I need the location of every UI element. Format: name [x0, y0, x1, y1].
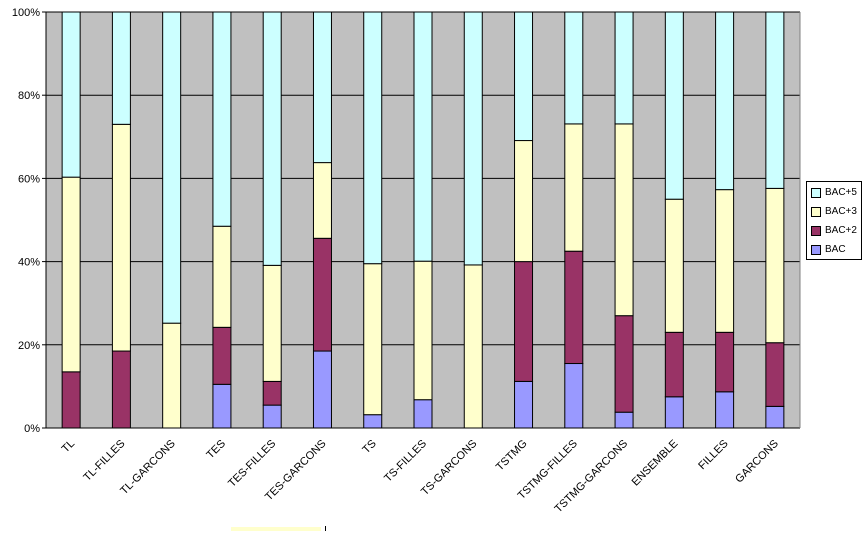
x-tick-label: FILLES — [696, 438, 730, 472]
bar-segment — [312, 11, 332, 164]
bar-segment — [262, 404, 282, 429]
bar-segment — [463, 11, 483, 266]
cropped-strip — [231, 527, 321, 531]
bar-segment — [514, 380, 534, 429]
bar-segment — [111, 11, 131, 125]
legend-label-bac: BAC — [825, 244, 846, 255]
bar-segment — [212, 326, 232, 385]
bar-segment — [212, 225, 232, 328]
legend-swatch-bac3 — [811, 206, 821, 217]
bar-segment — [614, 123, 634, 317]
bar-segment — [463, 264, 483, 429]
bar-segment — [664, 198, 684, 333]
legend-item-bac2: BAC+2 — [811, 223, 857, 238]
legend-label-bac5: BAC+5 — [825, 187, 857, 198]
x-tick-label: GARCONS — [733, 438, 781, 486]
bar-segment — [262, 264, 282, 382]
legend-label-bac3: BAC+3 — [825, 206, 857, 217]
bar-segment — [111, 123, 131, 352]
x-tick-label: TES — [204, 438, 228, 462]
y-tick-label: 40% — [18, 257, 40, 269]
bar-segment — [413, 399, 433, 429]
bar-segment — [564, 123, 584, 252]
bar-segment — [564, 363, 584, 429]
x-tick-label: TS — [360, 438, 378, 456]
legend-item-bac: BAC — [811, 242, 846, 257]
x-tick-label: TL-GARCONS — [118, 438, 177, 497]
x-tick-label: TL-FILLES — [81, 438, 127, 484]
bar-segment — [765, 342, 785, 407]
bar-segment — [765, 11, 785, 189]
legend-label-bac2: BAC+2 — [825, 225, 857, 236]
y-tick-label: 0% — [24, 423, 40, 435]
bar-segment — [162, 322, 182, 429]
bar-segment — [614, 411, 634, 429]
bar-segment — [614, 11, 634, 125]
cropped-tick — [325, 526, 326, 531]
y-tick-label: 60% — [18, 173, 40, 185]
bar-segment — [61, 371, 81, 429]
bar-segment — [614, 315, 634, 413]
bar-segment — [715, 11, 735, 191]
bar-segment — [312, 162, 332, 239]
x-tick-label: TES-FILLES — [226, 438, 278, 490]
bar-segment — [664, 396, 684, 429]
bar-segment — [363, 263, 383, 416]
bar-segment — [61, 176, 81, 373]
bar-segment — [715, 391, 735, 429]
bar-segment — [262, 380, 282, 406]
bar-segment — [765, 405, 785, 429]
bar-segment — [111, 350, 131, 429]
bar-segment — [715, 189, 735, 333]
x-tick-label: TSTMG — [494, 438, 530, 474]
bar-segment — [262, 11, 282, 266]
bar-segment — [212, 383, 232, 429]
bar-segment — [715, 331, 735, 393]
x-tick-label: TL — [60, 438, 78, 456]
y-tick-label: 100% — [12, 7, 40, 19]
bar-segment — [312, 237, 332, 352]
bar-segment — [363, 414, 383, 429]
bar-segment — [664, 11, 684, 200]
x-tick-label: ENSEMBLE — [630, 438, 681, 489]
bar-segment — [564, 11, 584, 125]
bar-segment — [162, 11, 182, 324]
bar-segment — [363, 11, 383, 265]
bar-segment — [413, 260, 433, 401]
legend-swatch-bac — [811, 244, 821, 255]
chart-legend: BAC+5 BAC+3 BAC+2 BAC — [806, 181, 862, 260]
bar-segment — [514, 11, 534, 142]
legend-item-bac3: BAC+3 — [811, 204, 857, 219]
bar-segment — [564, 250, 584, 365]
bar-segment — [514, 261, 534, 382]
legend-swatch-bac5 — [811, 187, 821, 198]
bar-segment — [61, 11, 81, 178]
bar-segment — [312, 350, 332, 429]
bar-segment — [212, 11, 232, 227]
y-tick-label: 80% — [18, 90, 40, 102]
legend-swatch-bac2 — [811, 225, 821, 236]
bar-segment — [514, 140, 534, 263]
bar-segment — [765, 187, 785, 344]
y-tick-label: 20% — [18, 340, 40, 352]
x-tick-label: TS-FILLES — [382, 438, 429, 485]
bar-segment — [664, 331, 684, 398]
bar-segment — [413, 11, 433, 262]
legend-item-bac5: BAC+5 — [811, 185, 857, 200]
